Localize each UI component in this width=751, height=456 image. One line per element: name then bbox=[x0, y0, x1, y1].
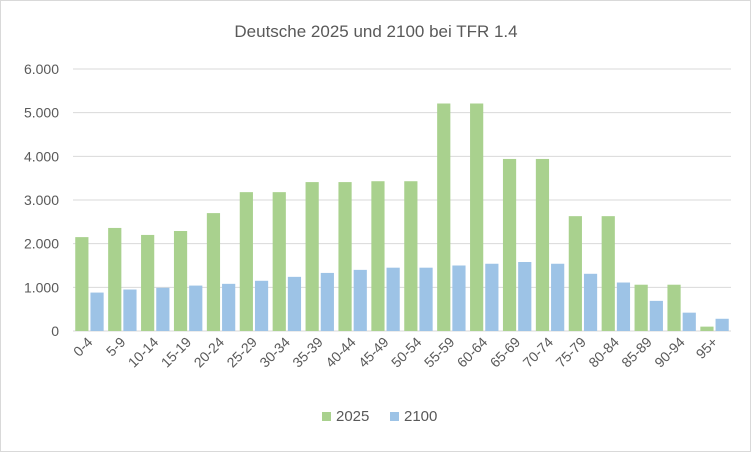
bar-2100-5-9 bbox=[123, 289, 137, 331]
x-tick-label: 10-14 bbox=[125, 334, 162, 371]
grid-lines bbox=[73, 68, 731, 332]
x-tick-label: 70-74 bbox=[520, 334, 557, 371]
bar-2025-70-74 bbox=[535, 158, 550, 331]
bar-2025-45-49 bbox=[371, 181, 385, 331]
legend-label: 2100 bbox=[404, 408, 437, 425]
bar-2100-50-54 bbox=[419, 267, 433, 331]
bar-2100-20-24 bbox=[222, 283, 236, 331]
legend-label: 2025 bbox=[336, 408, 369, 425]
bar-2100-25-29 bbox=[254, 280, 269, 331]
x-tick-label: 85-89 bbox=[618, 334, 655, 371]
y-tick-label: 3.000 bbox=[24, 192, 59, 208]
bar-2025-10-14 bbox=[141, 234, 155, 331]
bar-2100-60-64 bbox=[485, 263, 499, 331]
y-tick-label: 4.000 bbox=[24, 148, 59, 164]
bar-2100-40-44 bbox=[353, 269, 367, 331]
x-tick-label: 5-9 bbox=[103, 334, 129, 360]
bar-2025-85-89 bbox=[634, 284, 648, 331]
bar-2025-55-59 bbox=[437, 103, 451, 331]
y-tick-label: 5.000 bbox=[24, 105, 59, 121]
bar-2025-25-29 bbox=[239, 192, 253, 331]
bar-2025-65-69 bbox=[502, 158, 517, 331]
bar-2025-0-4 bbox=[75, 237, 89, 331]
bar-2100-15-19 bbox=[189, 285, 203, 331]
y-tick-label: 0 bbox=[51, 323, 59, 339]
bar-2100-85-89 bbox=[649, 300, 663, 331]
x-tick-label: 95+ bbox=[693, 334, 721, 362]
bar-2100-90-94 bbox=[682, 312, 696, 331]
y-tick-label: 1.000 bbox=[24, 279, 59, 295]
bar-2100-80-84 bbox=[616, 282, 631, 331]
legend: 2025 2100 bbox=[322, 408, 437, 425]
bar-2025-75-79 bbox=[568, 216, 582, 331]
x-tick-label: 25-29 bbox=[223, 334, 260, 371]
x-tick-label: 55-59 bbox=[421, 334, 458, 371]
y-tick-label: 2.000 bbox=[24, 236, 59, 252]
x-tick-label: 60-64 bbox=[454, 334, 491, 371]
chart-title: Deutsche 2025 und 2100 bei TFR 1.4 bbox=[234, 22, 517, 41]
bar-2100-10-14 bbox=[156, 287, 170, 331]
bar-2025-20-24 bbox=[206, 213, 221, 331]
bar-2100-30-34 bbox=[287, 276, 302, 331]
bar-2025-15-19 bbox=[173, 231, 188, 331]
x-tick-label: 15-19 bbox=[158, 334, 195, 371]
bar-2100-0-4 bbox=[90, 292, 104, 331]
bar-2100-75-79 bbox=[583, 273, 598, 331]
bar-2025-5-9 bbox=[108, 227, 122, 331]
x-tick-label: 45-49 bbox=[355, 334, 392, 371]
x-tick-label: 35-39 bbox=[289, 334, 326, 371]
x-tick-label: 40-44 bbox=[322, 334, 359, 371]
x-tick-label: 50-54 bbox=[388, 334, 425, 371]
bar-2025-90-94 bbox=[667, 284, 681, 331]
x-tick-label: 20-24 bbox=[191, 334, 228, 371]
bar-2025-30-34 bbox=[272, 192, 286, 331]
x-tick-label: 0-4 bbox=[70, 334, 96, 360]
x-tick-label: 65-69 bbox=[487, 334, 524, 371]
x-tick-label: 30-34 bbox=[256, 334, 293, 371]
bar-2025-60-64 bbox=[470, 103, 484, 331]
legend-item-2025: 2025 bbox=[322, 408, 369, 425]
legend-swatch bbox=[322, 412, 331, 421]
x-tick-label: 90-94 bbox=[651, 334, 688, 371]
bar-2100-45-49 bbox=[386, 267, 400, 331]
bar-2025-50-54 bbox=[404, 181, 418, 331]
bar-2100-65-69 bbox=[518, 262, 532, 331]
bar-2025-35-39 bbox=[305, 182, 319, 331]
y-axis-ticks: 0 1.000 2.000 3.000 4.000 5.000 6.000 bbox=[24, 61, 59, 339]
bars bbox=[75, 103, 729, 331]
bar-2100-70-74 bbox=[551, 263, 565, 331]
x-tick-label: 80-84 bbox=[585, 334, 622, 371]
bar-2025-95+ bbox=[700, 326, 714, 331]
bar-2025-40-44 bbox=[338, 182, 352, 331]
x-tick-label: 75-79 bbox=[552, 334, 589, 371]
y-tick-label: 6.000 bbox=[24, 61, 59, 77]
bar-2100-35-39 bbox=[320, 272, 334, 331]
legend-swatch bbox=[390, 412, 399, 421]
bar-2100-55-59 bbox=[452, 265, 466, 331]
bar-2100-95+ bbox=[715, 318, 729, 331]
x-axis-ticks: 0-4 5-910-1415-1920-2425-2930-3435-3940-4… bbox=[70, 334, 721, 371]
legend-item-2100: 2100 bbox=[390, 408, 437, 425]
bar-2025-80-84 bbox=[601, 216, 615, 331]
